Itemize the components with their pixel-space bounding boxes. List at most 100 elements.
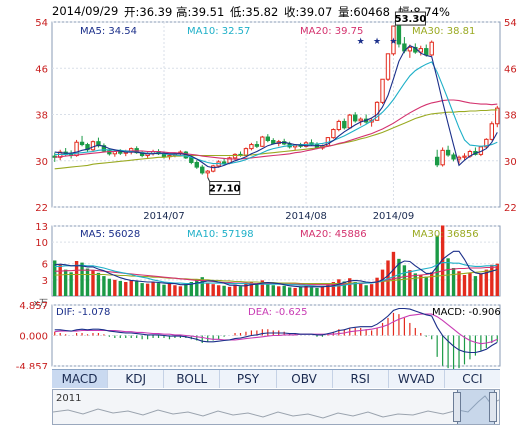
volume-legend-2: MA20: 45886 [300,229,367,240]
volume-bar [102,276,106,296]
volume-bar [419,275,423,296]
volume-bar [402,265,407,296]
candle-up [418,48,423,53]
candle-down [265,136,270,142]
candle-down [79,141,85,146]
macd-dif-line [54,307,498,354]
volume-axis-tick-10: 10 [35,238,48,249]
macd-legend-2: MACD: -0.906 [432,307,501,318]
navigator-sparkline [53,395,499,419]
callout-label-53.30: 53.30 [395,14,427,25]
volume-bar [331,282,336,296]
volume-axis-tick-13: 13 [35,222,48,233]
candle-up [407,46,413,52]
candle-down [221,161,227,164]
macd-legend-1: DEA: -0.625 [248,307,307,318]
volume-bar [134,281,139,296]
price-axis-tick-right-22: 22 [504,203,517,214]
tab-rsi[interactable]: RSI [333,370,389,388]
macd-axis-tick--4.857: -4.857 [16,362,48,369]
volume-bar [156,283,161,296]
candle-up [484,138,489,148]
volume-bar [260,280,265,296]
x-axis-tick-2014/08: 2014/08 [285,211,327,222]
volume-bar [380,269,385,296]
tab-cci[interactable]: CCI [462,372,483,386]
price-axis-tick-right-30: 30 [504,157,517,168]
price-axis-tick-left-38: 38 [35,111,48,122]
candle-down [118,151,123,154]
candle-up [456,156,462,160]
tab-obv[interactable]: OBV [277,370,333,388]
quote-high: 高:39.51 [176,5,225,19]
candle-up [358,118,363,122]
volume-bar [53,260,57,296]
volume-bar [85,268,90,296]
callout-label-27.10: 27.10 [209,184,241,195]
star-mark-1: ★ [373,37,381,47]
volume-bar [320,286,325,296]
navigator-left-handle[interactable] [453,392,461,422]
x-axis-tick-2014/09: 2014/09 [373,211,415,222]
volume-bar [227,286,232,296]
volume-bar [375,277,379,296]
volume-bar [315,287,319,296]
range-navigator[interactable]: 2011 [52,389,500,425]
volume-bar [222,285,226,296]
volume-bar [206,283,210,296]
volume-bar [424,276,428,296]
volume-ma5-line [54,250,498,288]
candle-up [380,78,385,103]
candle-down [200,166,205,174]
price-ma30-line [54,109,498,170]
star-mark-0: ★ [357,37,365,47]
volume-bar [140,283,144,296]
candle-down [85,144,90,151]
volume-bar [271,285,275,296]
volume-legend-3: MA30: 36856 [412,229,479,240]
volume-bar [304,285,308,296]
volume-bar [113,279,117,296]
tab-macd[interactable]: MACD [52,370,109,388]
candle-down [353,114,358,122]
volume-bar [468,272,472,296]
volume-bar [326,284,330,296]
volume-bar [162,284,166,296]
candle-up [232,153,238,159]
price-axis-tick-left-30: 30 [35,157,48,168]
tab-kdj[interactable]: KDJ [108,370,165,388]
volume-bar [277,286,281,296]
quote-date: 2014/09/29 [52,4,119,18]
candle-down [424,48,429,56]
volume-bar [358,283,363,296]
candle-down [107,150,112,155]
tab-psy[interactable]: PSY [220,370,277,388]
volume-bar [195,279,199,296]
volume-bar [391,251,396,296]
volume-bar [69,272,73,296]
volume-bar [451,268,456,296]
volume-bar [490,264,494,296]
volume-bar [462,275,467,296]
star-mark-2: ★ [389,37,397,47]
volume-bar [364,285,368,296]
candle-down [445,149,451,156]
navigator-right-handle[interactable] [489,392,497,422]
macd-axis-tick-0.000: 0.000 [19,332,48,343]
volume-bar [63,269,68,296]
tab-boll[interactable]: BOLL [164,370,221,388]
volume-bar [184,284,188,296]
volume-bar [211,284,215,296]
indicator-tabs: MACD KDJ BOLL PSY OBV RSI WVAD CCI [52,369,500,388]
price-legend-2: MA20: 39.75 [300,26,363,37]
price-ma10-line [54,61,498,165]
volume-bar [74,261,79,296]
volume-bar [348,278,352,296]
volume-bar [282,285,286,296]
tab-wvad[interactable]: WVAD [389,370,445,388]
volume-bar [309,287,314,296]
volume-bar [58,264,62,296]
volume-bar [337,279,341,296]
price-axis-tick-left-46: 46 [35,64,48,75]
candle-down [271,140,276,144]
